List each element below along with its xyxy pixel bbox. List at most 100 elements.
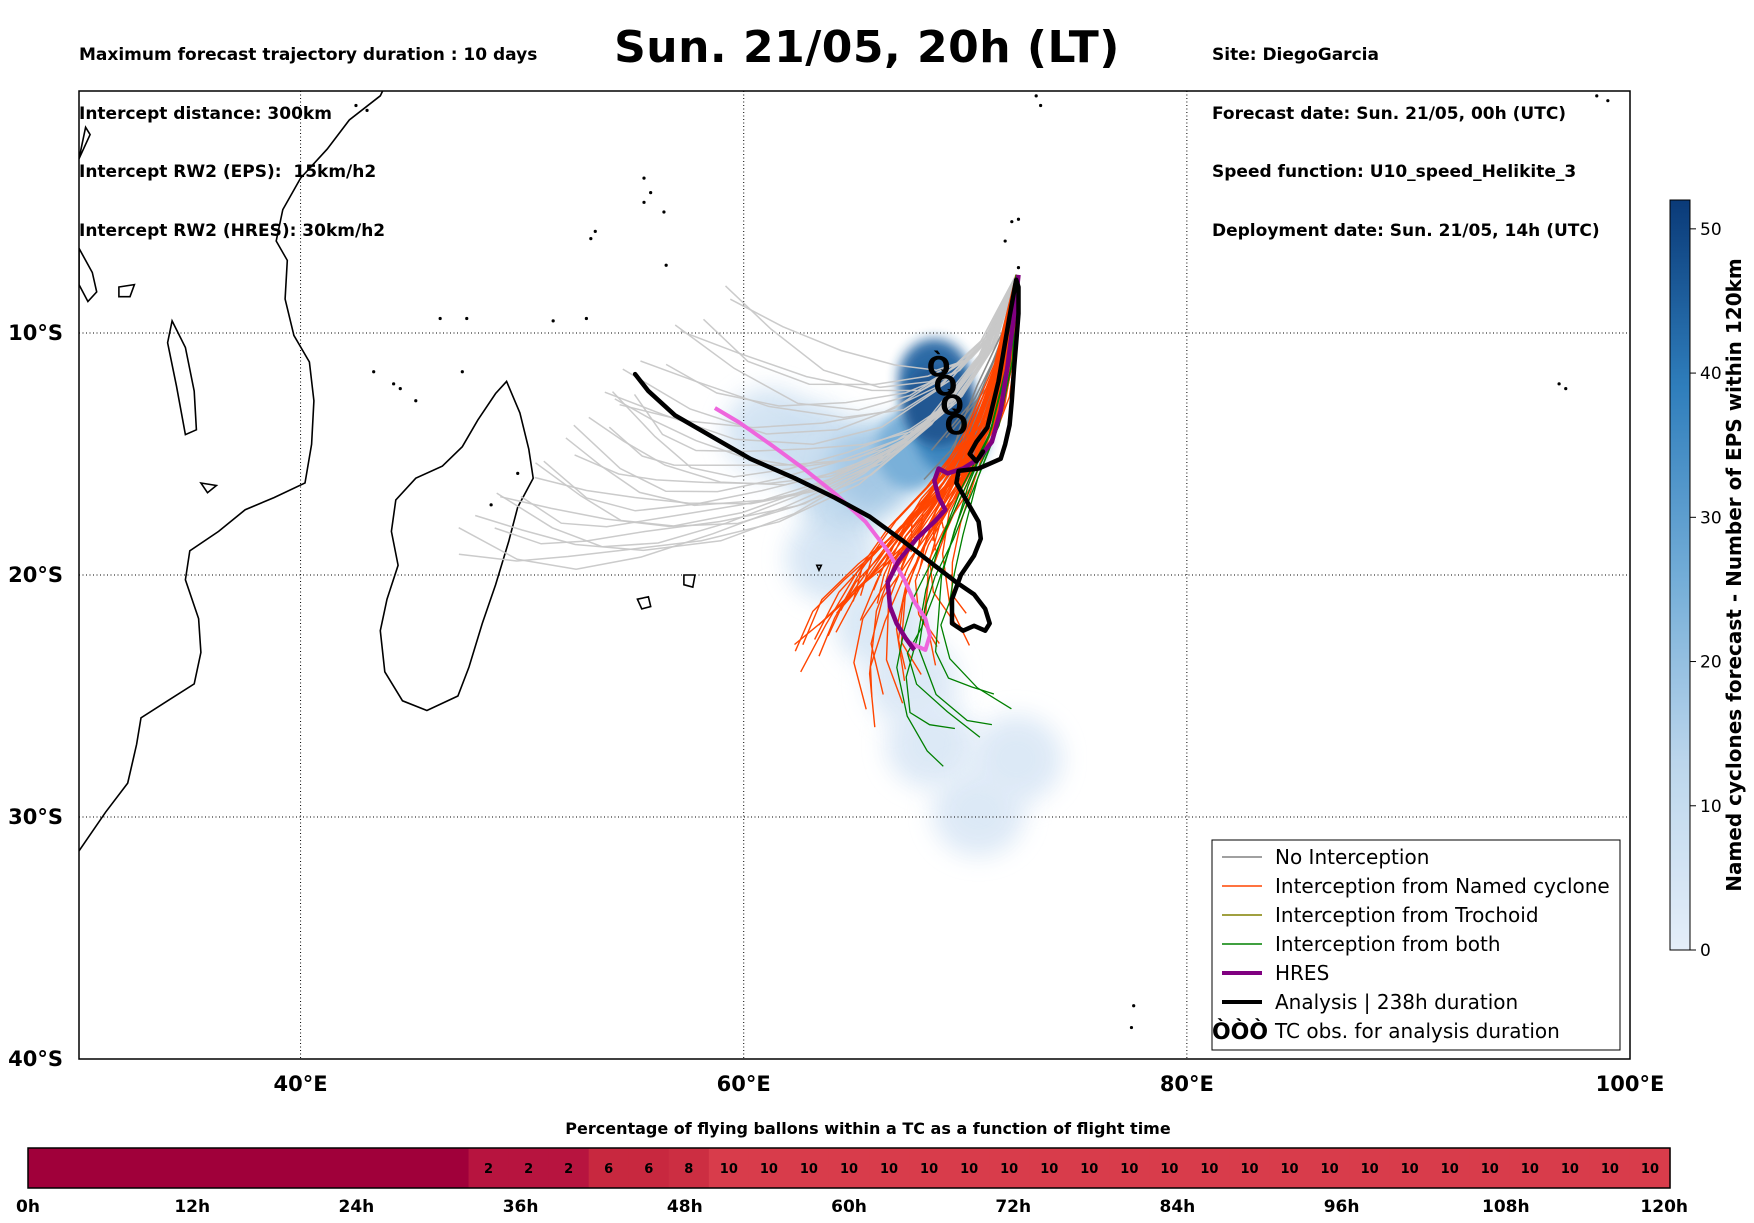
header-left-line-3: Intercept RW2 (EPS): 15km/h2 [79, 162, 377, 182]
flight-time-hour-label: 24h [339, 1197, 375, 1217]
islet [438, 316, 442, 321]
map-frame [78, 90, 1631, 1060]
islet [1010, 220, 1014, 224]
islet [1557, 382, 1561, 386]
islet [1016, 266, 1021, 270]
flight-time-percent: 10 [1401, 1162, 1419, 1177]
flight-time-percent: 2 [524, 1162, 533, 1177]
legend-item: Analysis | 238h duration [1222, 990, 1518, 1014]
islet [662, 210, 666, 214]
flight-time-percent: 6 [644, 1162, 653, 1177]
flight-time-segment [588, 1148, 630, 1188]
islet [1595, 94, 1599, 98]
islet [489, 503, 493, 507]
lake-tanganyika-coast [79, 247, 98, 303]
flight-time-bar-title: Percentage of flying ballons within a TC… [565, 1119, 1171, 1138]
lon-tick-label: 100°E [1596, 1072, 1665, 1096]
flight-time-segment [869, 1148, 910, 1188]
africa-coast [79, 91, 384, 852]
colorbar-tick-label: 20 [1700, 653, 1722, 673]
flight-time-segment [1429, 1148, 1471, 1188]
tc-obs-symbol: Ò [933, 368, 957, 402]
no-interception-track [474, 274, 1017, 552]
flight-time-segment [949, 1148, 990, 1188]
islet [1129, 1025, 1134, 1030]
flight-time-percent: 10 [760, 1162, 778, 1177]
flight-time-segment [1469, 1148, 1511, 1188]
flight-time-segment [1109, 1148, 1150, 1188]
flight-time-segment [1149, 1148, 1191, 1188]
flight-time-segment [1349, 1148, 1391, 1188]
islet [354, 103, 358, 108]
colorbar-tick-label: 50 [1700, 220, 1722, 240]
analysis-track [632, 277, 1021, 633]
tc-obs-symbol: Ò [945, 407, 969, 441]
lon-tick-label: 80°E [1160, 1072, 1214, 1096]
flight-time-segment [1629, 1148, 1671, 1188]
flight-time-segment [1269, 1148, 1311, 1188]
flight-time-percent: 10 [1200, 1162, 1218, 1177]
lat-tick-label: 40°S [8, 1047, 63, 1071]
colorbar-tick-label: 40 [1700, 364, 1722, 384]
axis-ticks: 40°E 60°E 80°E 100°E 10°S 20°S 30°S 40°S [8, 321, 1664, 1096]
flight-time-percent: 6 [604, 1162, 613, 1177]
flight-time-segment [1189, 1148, 1231, 1188]
flight-time-percent: 10 [1240, 1162, 1258, 1177]
header-left-line-2: Intercept distance: 300km [79, 103, 332, 124]
flight-time-segment [1309, 1148, 1351, 1188]
legend-label: Interception from Trochoid [1275, 903, 1539, 927]
flight-time-percent: 10 [840, 1162, 858, 1177]
header-right-line-1: Site: DiegoGarcia [1212, 45, 1379, 65]
flight-time-segment [1029, 1148, 1070, 1188]
gridlines [79, 91, 1630, 1059]
islet [551, 319, 555, 323]
lon-tick-label: 40°E [274, 1072, 328, 1096]
flight-time-percent: 10 [1120, 1162, 1138, 1177]
flight-time-percent: 10 [1040, 1162, 1058, 1177]
flight-time-percent: 8 [684, 1162, 693, 1177]
flight-time-hour-label: 108h [1482, 1197, 1530, 1217]
legend-item: Interception from Trochoid [1222, 903, 1539, 927]
islet [642, 176, 646, 180]
no-interception-track [633, 274, 1017, 453]
flight-time-segment [628, 1148, 670, 1188]
pink-track [713, 406, 932, 652]
islet [584, 316, 588, 321]
header-right: Site: DiegoGarcia Forecast date: Sun. 21… [1212, 7, 1600, 261]
legend-label: Interception from Named cyclone [1275, 874, 1610, 898]
lat-tick-label: 30°S [8, 805, 63, 829]
islet [1039, 103, 1043, 108]
tc-obs-symbol: Ò [940, 388, 964, 422]
lake-chilwa-coast [199, 481, 219, 494]
islet [460, 370, 464, 374]
named-cyclone-interception-track [869, 274, 1017, 698]
no-interception-track [724, 274, 1017, 389]
flight-time-segment [909, 1148, 950, 1188]
flight-time-segment [1549, 1148, 1591, 1188]
islet [649, 191, 653, 195]
flight-time-hour-label: 0h [16, 1197, 40, 1217]
flight-time-percent: 10 [960, 1162, 978, 1177]
colorbar-tick-label: 30 [1700, 508, 1722, 528]
mauritius-coast [683, 574, 696, 589]
colorbar-tick-label: 0 [1700, 941, 1711, 961]
lat-tick-label: 10°S [8, 321, 63, 345]
islet [1016, 217, 1021, 221]
islet [1132, 1004, 1136, 1008]
flight-time-percent: 2 [564, 1162, 573, 1177]
flight-time-bar: Percentage of flying ballons within a TC… [16, 1119, 1688, 1217]
density-blob [970, 714, 1063, 803]
legend-item: No Interception [1222, 845, 1429, 869]
flight-time-bar-frame [27, 1147, 1671, 1189]
flight-time-percent: 10 [1080, 1162, 1098, 1177]
named-cyclone-interception-track [868, 274, 1017, 728]
flight-time-percent: 10 [800, 1162, 818, 1177]
flight-time-hour-label: 60h [831, 1197, 867, 1217]
legend-item: Interception from Named cyclone [1222, 874, 1610, 898]
flight-time-segment [28, 1148, 470, 1188]
no-interception-track [614, 274, 1017, 468]
flight-time-percent: 10 [1000, 1162, 1018, 1177]
islet [465, 316, 469, 321]
flight-time-percent: 10 [1601, 1162, 1619, 1177]
